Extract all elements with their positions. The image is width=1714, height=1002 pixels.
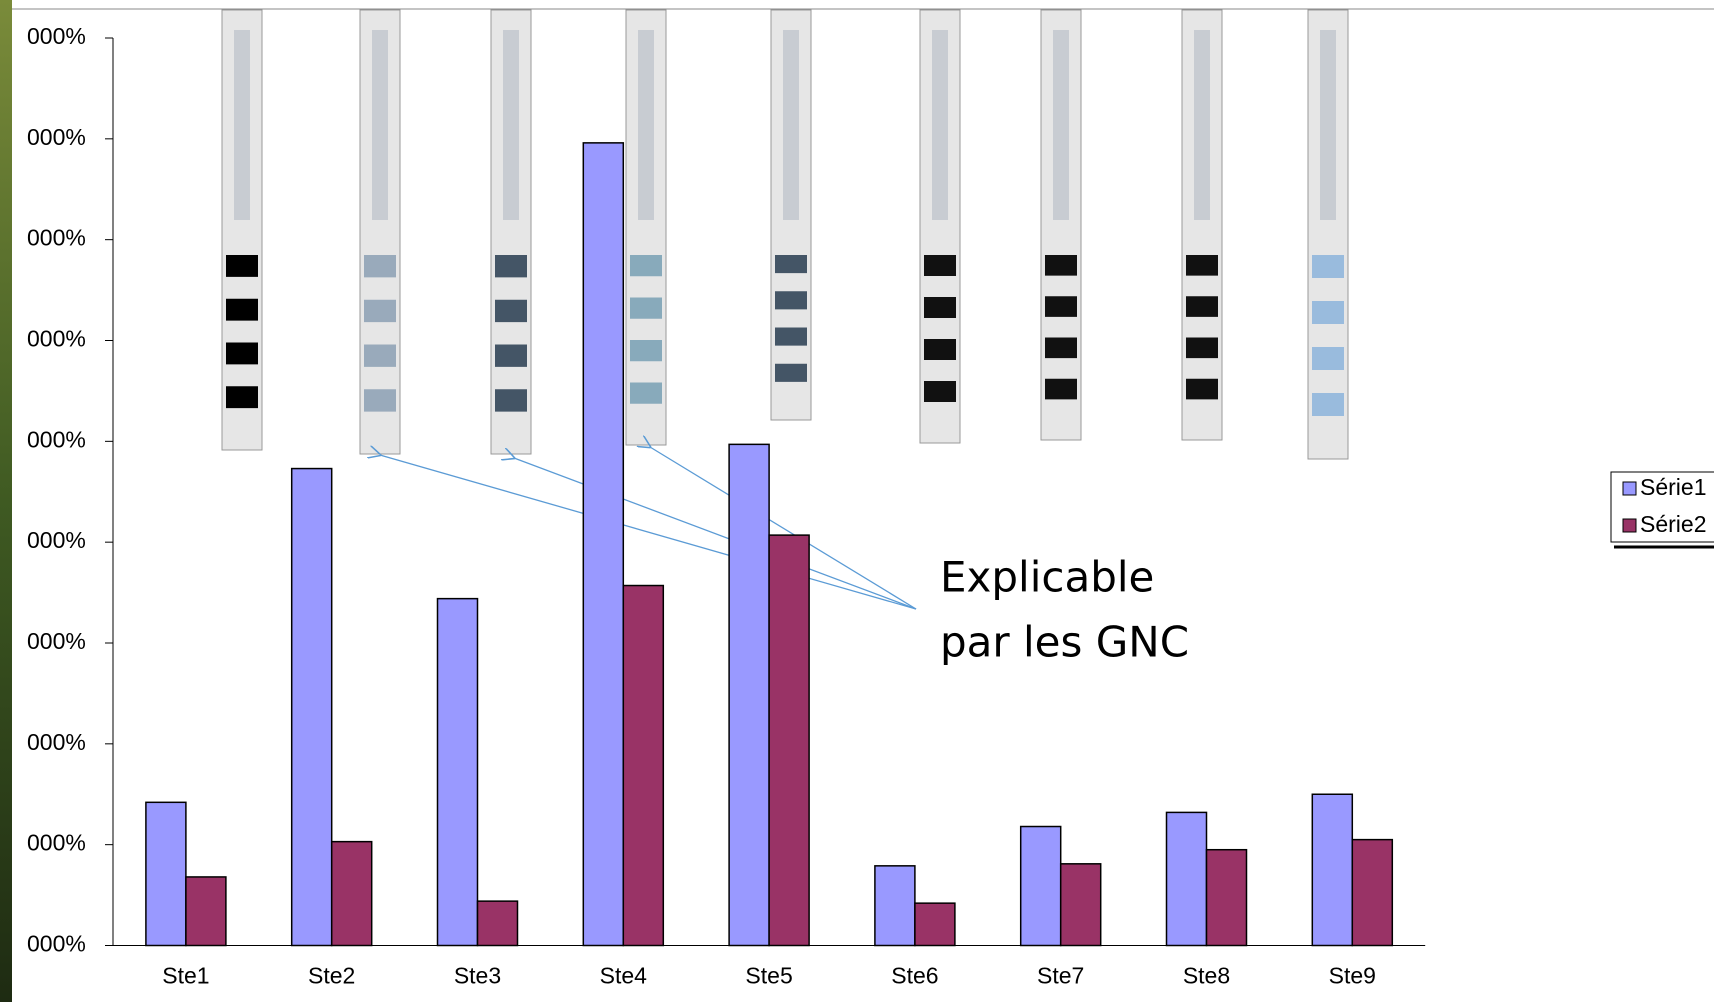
bar bbox=[478, 901, 518, 945]
bar bbox=[146, 802, 186, 945]
side-image bbox=[0, 0, 12, 1002]
strip-band bbox=[1045, 338, 1077, 359]
strip-band bbox=[924, 255, 956, 276]
bar bbox=[1352, 840, 1392, 946]
y-tick-label: 000% bbox=[27, 326, 86, 352]
strip-band bbox=[1312, 301, 1344, 324]
strip-band bbox=[226, 255, 258, 277]
strip-band bbox=[1045, 255, 1077, 276]
legend-swatch bbox=[1623, 519, 1636, 532]
strip-text bbox=[1194, 30, 1210, 220]
legend-swatch bbox=[1623, 482, 1636, 495]
strip-band bbox=[495, 300, 527, 322]
strip-band bbox=[226, 343, 258, 365]
strip-band bbox=[924, 339, 956, 360]
y-tick-label: 000% bbox=[27, 426, 86, 452]
legend-label: Série1 bbox=[1640, 474, 1706, 500]
strip-band bbox=[226, 299, 258, 321]
strip-band bbox=[775, 364, 807, 382]
bar bbox=[729, 444, 769, 945]
strip-text bbox=[234, 30, 250, 220]
legend-label: Série2 bbox=[1640, 511, 1706, 537]
bar bbox=[186, 877, 226, 946]
y-tick-label: 000% bbox=[27, 830, 86, 856]
y-tick-label: 000% bbox=[27, 23, 86, 49]
y-tick-label: 000% bbox=[27, 729, 86, 755]
strip-text bbox=[1320, 30, 1336, 220]
strip-band bbox=[495, 255, 527, 277]
strip-band bbox=[924, 297, 956, 318]
bar bbox=[1312, 794, 1352, 945]
x-tick-label: Ste2 bbox=[308, 963, 355, 989]
strip-band bbox=[630, 255, 662, 276]
bar bbox=[915, 903, 955, 945]
strip-band bbox=[775, 328, 807, 346]
strip-text bbox=[503, 30, 519, 220]
bar bbox=[438, 599, 478, 946]
x-tick-label: Ste1 bbox=[162, 963, 209, 989]
chart: Explicable par les GNC 000% 000% 000% 000% 0… bbox=[0, 0, 1714, 1002]
strip-text bbox=[372, 30, 388, 220]
x-tick-label: Ste3 bbox=[454, 963, 501, 989]
strip-band bbox=[924, 381, 956, 402]
strip-band bbox=[630, 298, 662, 319]
strip-band bbox=[775, 291, 807, 309]
y-tick-label: 000% bbox=[27, 527, 86, 553]
strip-band bbox=[364, 345, 396, 367]
x-tick-label: Ste5 bbox=[745, 963, 792, 989]
annotation: par les GNC bbox=[940, 618, 1189, 667]
strip-band bbox=[1186, 255, 1218, 276]
strip-band bbox=[1045, 296, 1077, 317]
bar bbox=[1021, 827, 1061, 946]
strip-band bbox=[1312, 255, 1344, 278]
bar bbox=[1207, 850, 1247, 946]
annotation: Explicable bbox=[940, 553, 1154, 602]
strip-band bbox=[495, 345, 527, 367]
strip-band bbox=[630, 383, 662, 404]
y-tick-label: 000% bbox=[27, 628, 86, 654]
bar bbox=[623, 586, 663, 946]
strip-text bbox=[1053, 30, 1069, 220]
y-tick-label: 000% bbox=[27, 225, 86, 251]
strip-band bbox=[1312, 393, 1344, 416]
strip-band bbox=[364, 255, 396, 277]
y-tick-label: 000% bbox=[27, 931, 86, 957]
bar bbox=[1061, 864, 1101, 946]
x-tick-label: Ste6 bbox=[891, 963, 938, 989]
strip-band bbox=[495, 389, 527, 411]
strip-text bbox=[932, 30, 948, 220]
x-tick-label: Ste7 bbox=[1037, 963, 1084, 989]
strip-band bbox=[364, 300, 396, 322]
bar bbox=[769, 535, 809, 945]
page: Explicable par les GNC 000% 000% 000% 000% 0… bbox=[0, 0, 1714, 1002]
strip-band bbox=[630, 340, 662, 361]
strip-band bbox=[1045, 379, 1077, 400]
bar bbox=[332, 842, 372, 946]
bar bbox=[875, 866, 915, 946]
bar bbox=[583, 143, 623, 946]
strip-band bbox=[1312, 347, 1344, 370]
strip-text bbox=[638, 30, 654, 220]
strip-band bbox=[226, 386, 258, 408]
x-tick-label: Ste8 bbox=[1183, 963, 1230, 989]
strip-band bbox=[1186, 338, 1218, 359]
strip-text bbox=[783, 30, 799, 220]
bar bbox=[292, 469, 332, 946]
strip-band bbox=[364, 389, 396, 411]
bar bbox=[1167, 812, 1207, 945]
strip-band bbox=[775, 255, 807, 273]
strip-band bbox=[1186, 296, 1218, 317]
x-tick-label: Ste4 bbox=[600, 963, 648, 989]
y-tick-label: 000% bbox=[27, 124, 86, 150]
x-tick-label: Ste9 bbox=[1329, 963, 1376, 989]
strip-band bbox=[1186, 379, 1218, 400]
